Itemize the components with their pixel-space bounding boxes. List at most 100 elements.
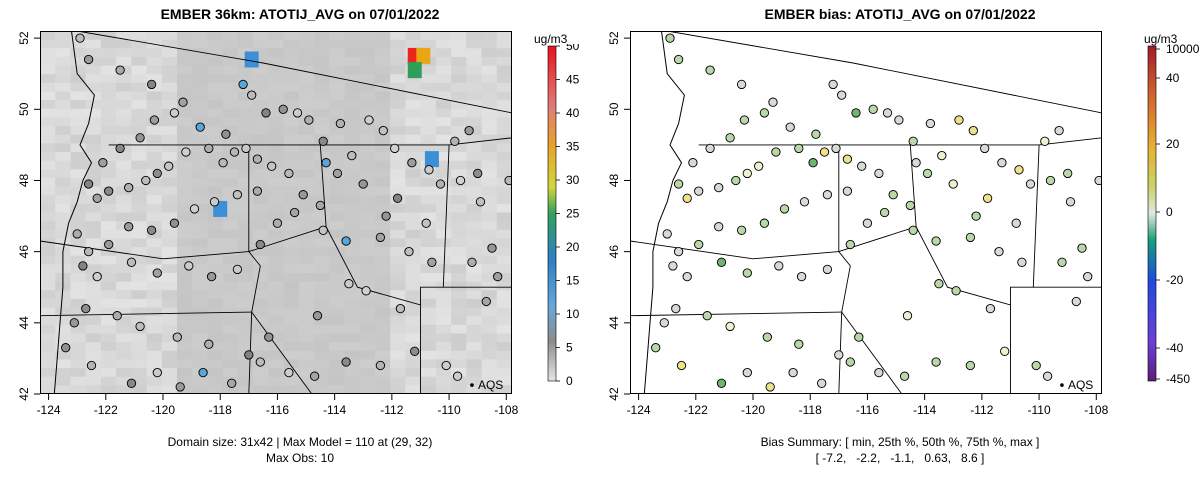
grid-cell xyxy=(222,39,239,49)
colorbar-tick-label: -20 xyxy=(1166,273,1184,287)
grid-cell xyxy=(70,342,87,352)
grid-cell xyxy=(116,195,132,205)
grid-cell xyxy=(131,333,148,343)
grid-cell xyxy=(435,385,452,394)
grid-cell xyxy=(481,324,498,334)
grid-cell xyxy=(390,100,406,110)
grid-cell xyxy=(314,376,330,386)
grid-cell xyxy=(390,333,406,343)
station-marker xyxy=(364,115,374,125)
grid-cell xyxy=(451,281,467,291)
grid-cell xyxy=(40,290,56,300)
grid-cell xyxy=(177,255,193,265)
station-marker xyxy=(665,33,675,43)
grid-cell xyxy=(177,307,193,317)
station-marker xyxy=(289,207,300,218)
grid-cell xyxy=(237,169,254,179)
grid-cell xyxy=(70,39,87,49)
grid-cell xyxy=(177,108,193,118)
grid-cell xyxy=(451,186,467,196)
grid-cell xyxy=(314,48,330,58)
grid-cell xyxy=(192,229,208,239)
grid-cell xyxy=(298,359,315,369)
grid-cell xyxy=(344,65,361,75)
grid-cell xyxy=(420,273,437,283)
grid-cell xyxy=(116,247,132,257)
station-marker xyxy=(86,360,97,371)
grid-cell xyxy=(40,100,56,110)
grid-cell xyxy=(85,212,102,222)
grid-cell xyxy=(390,65,406,75)
grid-cell xyxy=(161,152,178,162)
grid-cell xyxy=(237,290,254,300)
grid-cell xyxy=(85,91,102,101)
grid-cell xyxy=(420,177,437,188)
grid-cell xyxy=(435,221,452,231)
station-marker xyxy=(381,211,391,221)
station-marker xyxy=(104,186,114,196)
grid-cell xyxy=(481,203,498,213)
grid-cell xyxy=(55,359,71,369)
grid-cell xyxy=(298,39,315,49)
grid-cell xyxy=(40,212,56,222)
station-marker xyxy=(135,133,145,143)
station-marker xyxy=(435,179,446,189)
station-marker xyxy=(682,271,692,282)
grid-cell xyxy=(420,298,437,309)
grid-cell xyxy=(161,376,178,386)
border-line xyxy=(667,31,1102,114)
grid-cell xyxy=(329,229,346,239)
grid-cell xyxy=(253,298,269,309)
grid-cell xyxy=(207,108,224,118)
grid-cell xyxy=(344,39,361,49)
y-tick-label: 42 xyxy=(17,387,31,401)
grid-cell xyxy=(85,298,102,309)
station-marker xyxy=(1042,371,1053,381)
grid-cell xyxy=(344,82,361,92)
station-marker xyxy=(304,115,314,125)
grid-cell xyxy=(420,134,437,144)
grid-cell xyxy=(161,264,178,274)
grid-cell xyxy=(237,100,254,110)
grid-cell xyxy=(496,74,512,84)
x-tick-label: -122 xyxy=(684,403,708,417)
station-marker xyxy=(152,367,162,378)
grid-cell xyxy=(283,186,300,196)
grid-cell xyxy=(496,273,512,283)
grid-cell xyxy=(329,31,346,41)
grid-cell xyxy=(314,177,330,188)
grid-cell xyxy=(131,177,148,188)
grid-cell xyxy=(237,74,254,84)
border-line xyxy=(841,311,903,394)
grid-cell xyxy=(314,56,330,67)
grid-cell xyxy=(55,290,71,300)
grid-cell xyxy=(161,39,178,49)
station-marker xyxy=(899,371,910,381)
grid-cell xyxy=(40,221,56,231)
x-tick-label: -118 xyxy=(799,403,822,417)
grid-cell xyxy=(496,324,512,334)
grid-cell xyxy=(314,333,330,343)
grid-cell xyxy=(451,212,467,222)
grid-cell xyxy=(374,65,391,75)
grid-cell xyxy=(161,342,178,352)
grid-cell xyxy=(192,324,208,334)
grid-cell xyxy=(435,307,452,317)
grid-cell xyxy=(496,238,512,248)
grid-cell xyxy=(253,203,269,213)
grid-cell xyxy=(451,333,467,343)
grid-cell xyxy=(131,359,148,369)
grid-cell xyxy=(298,376,315,386)
station-marker xyxy=(774,261,784,271)
station-marker xyxy=(424,165,434,175)
grid-cell xyxy=(405,82,422,92)
grid-cell xyxy=(496,307,512,317)
grid-cell xyxy=(390,152,406,162)
station-marker xyxy=(395,303,406,314)
grid-cell xyxy=(298,316,315,326)
grid-cell xyxy=(344,117,361,127)
grid-cell xyxy=(177,134,193,144)
grid-cell xyxy=(496,350,512,360)
grid-cell xyxy=(131,238,148,248)
grid-cell xyxy=(268,56,285,67)
